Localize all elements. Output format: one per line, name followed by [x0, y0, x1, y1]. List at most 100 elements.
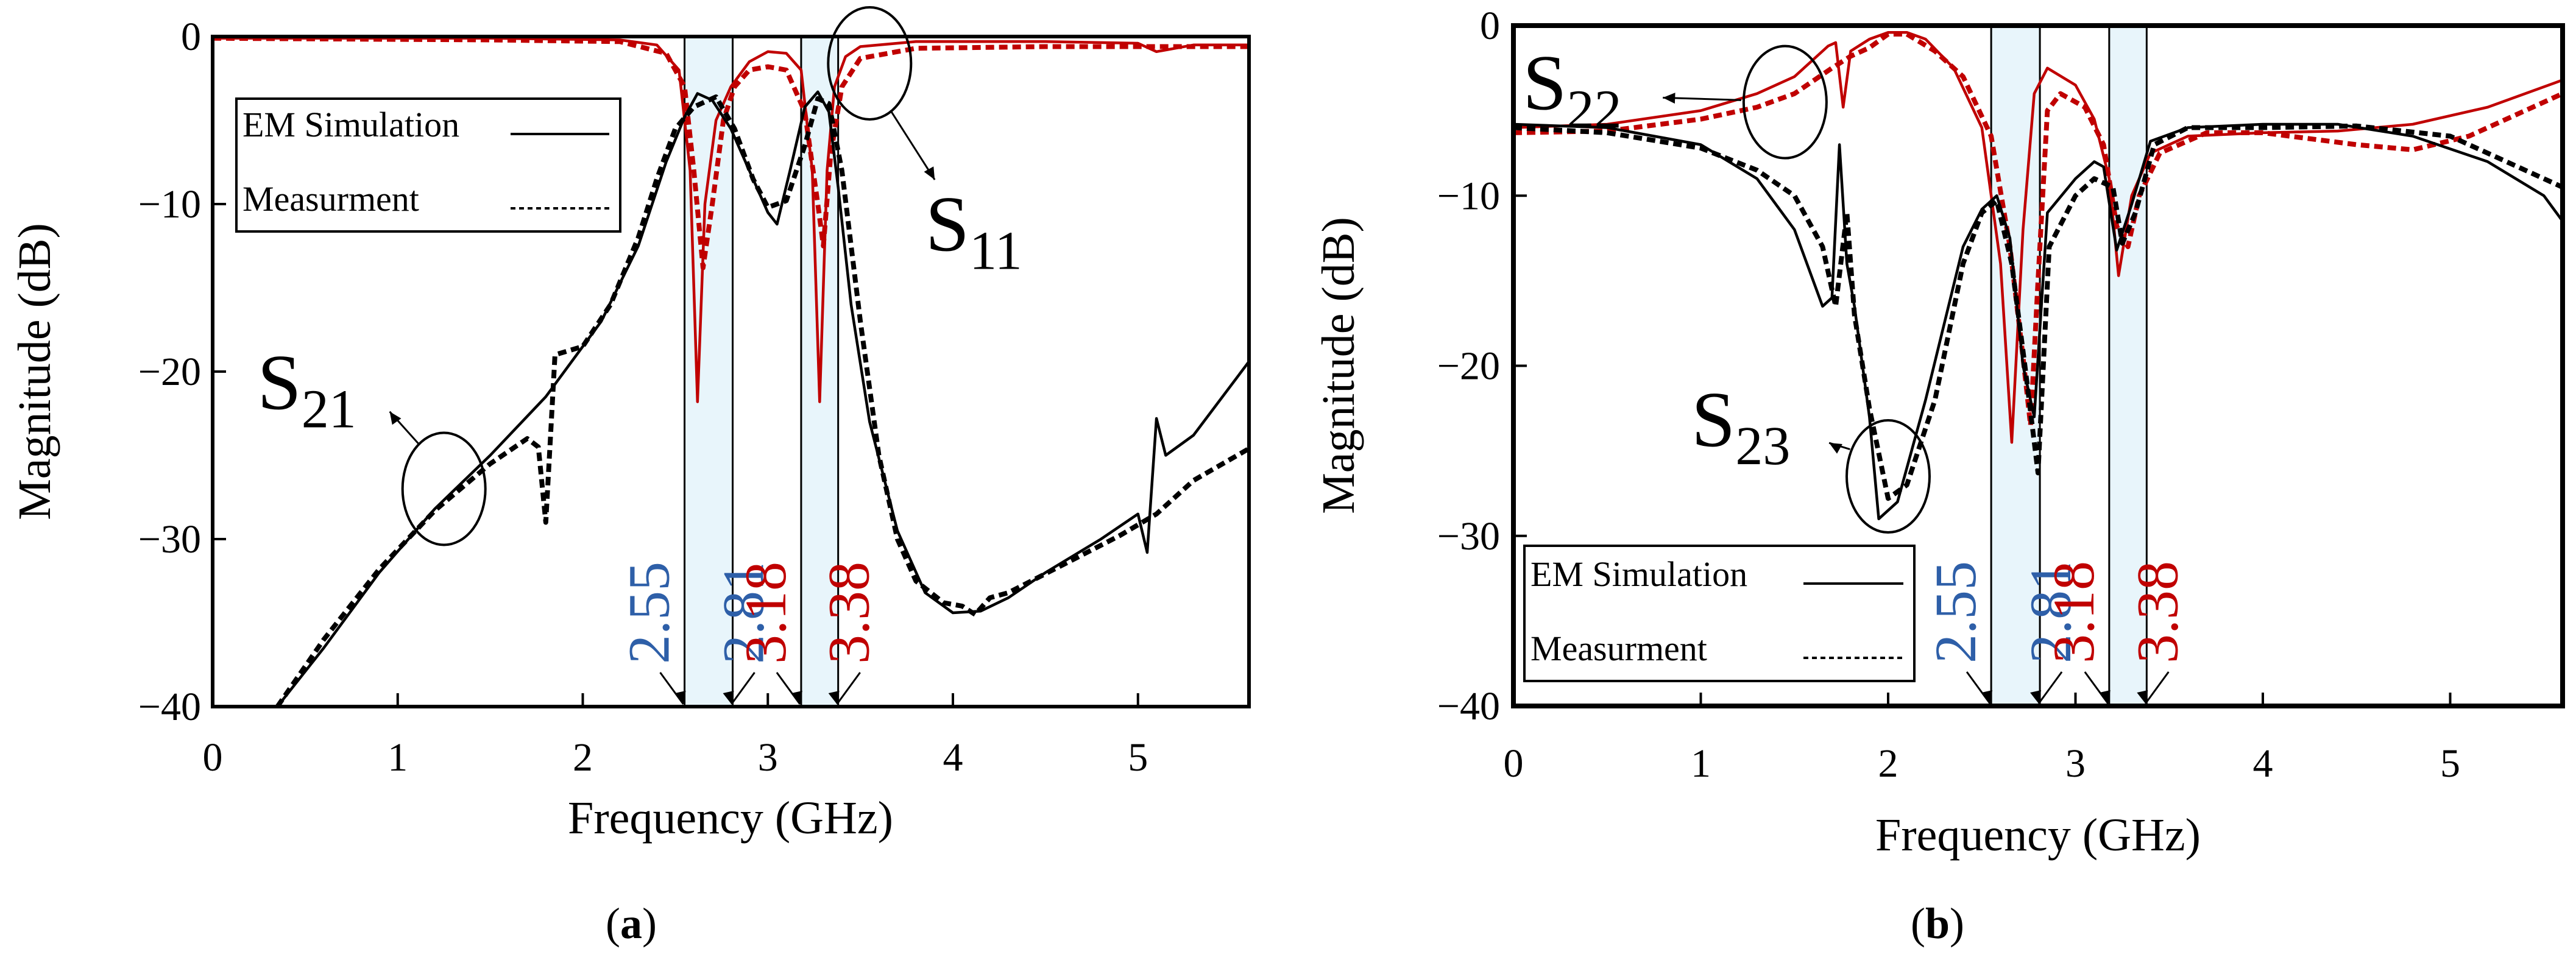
panel-b-legend: EM Simulation Measurment — [1523, 545, 1916, 682]
panel-b-xlabel: Frequency (GHz) — [1875, 810, 2201, 861]
band-1-to-arrowhead — [723, 691, 734, 704]
x-tick-label: 0 — [1504, 741, 1524, 786]
callout-s22-ellipse — [1742, 44, 1828, 160]
band-2-from-arrowhead — [2099, 690, 2111, 704]
series-s11-simulation-line — [213, 37, 1249, 403]
panel-a-caption: (a) — [606, 899, 657, 948]
x-tick-label: 1 — [1691, 741, 1711, 786]
y-tick-label: −40 — [138, 685, 201, 729]
series-s11-measurement-line — [213, 37, 1249, 270]
x-tick-label: 2 — [573, 735, 593, 780]
band-2-to-label: 3.38 — [816, 562, 882, 664]
callout-s21-arrowhead — [389, 411, 402, 425]
band-2-to-label: 3.38 — [2125, 561, 2190, 663]
series-s22-simulation-line — [1513, 30, 2563, 444]
callout-s23-arrowhead — [1829, 443, 1842, 454]
caption-close: ) — [1950, 899, 1964, 948]
callout-main: S — [1523, 39, 1566, 127]
band-2-from-label: 3.18 — [733, 562, 798, 664]
panel-a-axes: 0 1 2 3 4 5 0 −10 −20 −30 −40 — [138, 15, 1148, 780]
callout-s22-arrowhead — [1663, 93, 1675, 104]
band-2-to-arrow — [2145, 671, 2170, 704]
caption-open: ( — [606, 899, 620, 948]
band-1-from-arrowhead — [1981, 690, 1993, 704]
caption-open: ( — [1911, 899, 1925, 948]
band-1-to-arrow — [2037, 671, 2063, 704]
callout-s11-label: S11 — [925, 180, 1022, 281]
callout-main: S — [257, 339, 301, 426]
y-tick-label: −20 — [138, 350, 201, 394]
band-2-from-label: 3.18 — [2041, 561, 2106, 663]
x-tick-label: 5 — [2440, 741, 2460, 786]
series-s23-measurement-line — [1513, 123, 2563, 501]
panel-b-legend-sim-label: EM Simulation — [1530, 554, 1747, 594]
callout-subscript: 11 — [969, 221, 1022, 281]
panel-b-series — [1513, 30, 2563, 521]
caption-letter: a — [620, 899, 642, 948]
caption-close: ) — [642, 899, 657, 948]
x-tick-label: 4 — [943, 735, 963, 780]
x-tick-label: 4 — [2253, 741, 2273, 786]
series-s21-measurement-line — [275, 94, 1249, 707]
panel-b-legend-meas-label: Measurment — [1530, 629, 1707, 668]
x-tick-label: 2 — [1878, 741, 1898, 786]
callout-s22-label: S22 — [1523, 39, 1621, 139]
panel-b: 2.55 2.813.18 3.38 0 1 2 3 4 50−10−20−30−40 Fre… — [1313, 4, 2565, 948]
panel-a-legend: EM Simulation Measurment — [235, 97, 621, 233]
y-tick-label: −30 — [138, 517, 201, 562]
x-tick-label: 0 — [203, 735, 223, 780]
band-1-from-arrowhead — [674, 691, 686, 704]
callout-s11-arrow — [890, 110, 936, 180]
y-tick-label: −40 — [1437, 684, 1500, 729]
y-tick-label: −10 — [1437, 174, 1500, 218]
panel-a-series — [213, 37, 1249, 707]
panel-a-bands: 2.55 2.813.18 3.38 — [617, 37, 882, 707]
band-2-to-arrow — [836, 672, 861, 705]
callout-s23-ellipse — [1845, 419, 1931, 534]
y-tick-label: 0 — [1480, 4, 1500, 48]
panel-b-ylabel: Magnitude (dB) — [1313, 217, 1364, 514]
panel-a: 2.55 2.813.18 3.38 0 1 2 3 4 5 0 −10 −20 −30 −40 Fre… — [9, 6, 1251, 948]
callout-s21-label: S21 — [257, 339, 356, 439]
callout-s11-ellipse — [827, 6, 913, 121]
callout-main: S — [1691, 376, 1735, 464]
callout-main: S — [925, 180, 969, 268]
y-tick-label: −20 — [1437, 344, 1500, 389]
y-tick-label: −10 — [138, 182, 201, 227]
callout-s21-ellipse — [401, 431, 487, 546]
band-2-fill — [2109, 26, 2147, 706]
caption-letter: b — [1925, 899, 1950, 948]
panel-b-bands: 2.55 2.813.18 3.38 — [1923, 26, 2190, 706]
panel-b-caption: (b) — [1911, 899, 1964, 948]
callout-s22-arrow — [1663, 96, 1741, 101]
band-1-from-label: 2.55 — [1923, 561, 1988, 663]
x-tick-label: 5 — [1128, 735, 1148, 780]
band-2-to-arrowhead — [828, 691, 840, 704]
x-tick-label: 3 — [758, 735, 778, 780]
band-2-to-arrowhead — [2137, 690, 2148, 704]
callout-s23-label: S23 — [1691, 376, 1790, 476]
x-tick-label: 1 — [387, 735, 408, 780]
band-1-to-arrow — [731, 672, 755, 705]
callout-subscript: 23 — [1735, 416, 1790, 476]
panel-a-xlabel: Frequency (GHz) — [568, 792, 893, 844]
band-1-to-arrowhead — [2030, 690, 2042, 704]
panel-b-axes: 0 1 2 3 4 50−10−20−30−40 — [1437, 4, 2460, 786]
series-s22-measurement-line — [1513, 32, 2563, 428]
band-1-to-label: 2.81 — [2018, 561, 2083, 663]
band-1-to-label: 2.81 — [711, 562, 776, 664]
callout-subscript: 21 — [302, 379, 356, 439]
band-1-from-label: 2.55 — [617, 562, 682, 664]
y-tick-label: −30 — [1437, 514, 1500, 559]
y-tick-label: 0 — [181, 15, 201, 59]
panel-a-legend-sim-label: EM Simulation — [242, 105, 459, 144]
panel-a-ylabel: Magnitude (dB) — [9, 223, 60, 520]
panel-a-legend-meas-label: Measurment — [242, 179, 419, 219]
x-tick-label: 3 — [2065, 741, 2086, 786]
band-2-from-arrowhead — [791, 691, 802, 704]
callout-s11-arrowhead — [924, 166, 935, 180]
callout-subscript: 22 — [1567, 79, 1622, 139]
